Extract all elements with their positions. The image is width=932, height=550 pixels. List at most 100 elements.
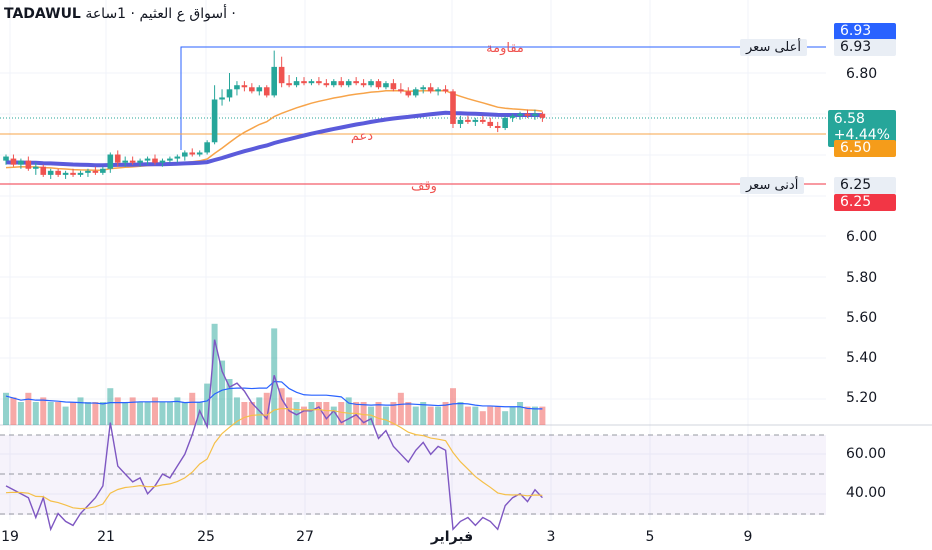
candle-body: [211, 99, 218, 143]
volume-bar: [122, 402, 129, 425]
candle-body: [316, 81, 322, 84]
volume-bar: [531, 406, 538, 425]
candle-body: [494, 125, 501, 129]
candle-body: [70, 172, 76, 175]
candle-body: [331, 81, 337, 86]
rsi-tick: 60.00: [846, 446, 887, 462]
candle-body: [92, 170, 99, 173]
candle-body: [256, 87, 263, 92]
volume-bar: [248, 402, 255, 425]
volume-bar: [62, 406, 69, 425]
volume-bar: [308, 402, 315, 425]
rsi-tick: 40.00: [846, 485, 887, 501]
volume-bar: [55, 402, 62, 425]
candle-body: [398, 89, 404, 92]
candle-body: [427, 87, 434, 92]
ma-orange-line: [5, 89, 543, 171]
candle-body: [375, 81, 382, 88]
volume-bar: [293, 402, 300, 425]
candle-body: [204, 142, 210, 153]
candle-body: [472, 119, 479, 122]
low-price-tag-red: 6.25: [834, 194, 896, 211]
volume-bar: [77, 397, 84, 425]
volume-bar: [315, 402, 322, 425]
candle-body: [144, 158, 151, 161]
volume-bar: [412, 406, 419, 425]
volume-bar: [219, 360, 226, 425]
candle-body: [137, 160, 143, 163]
candle-body: [271, 66, 277, 96]
volume-bar: [144, 402, 151, 425]
chart-title: TADAWUL أسواق ع العثيم · 1ساعة ·: [4, 6, 236, 22]
volume-bar: [420, 402, 427, 425]
candle-body: [368, 81, 374, 86]
candle-body: [442, 89, 449, 92]
x-tick: 25: [197, 529, 215, 545]
volume-bar: [301, 406, 307, 425]
subtitle: أسواق ع العثيم · 1ساعة ·: [85, 6, 236, 22]
x-tick: 27: [296, 529, 314, 545]
volume-bar: [159, 402, 166, 425]
volume-bar: [226, 379, 233, 425]
x-tick: فبراير: [430, 529, 474, 545]
candle-body: [345, 81, 352, 86]
volume-bar: [129, 397, 136, 425]
volume-bar: [464, 406, 471, 425]
candle-body: [278, 66, 285, 84]
x-tick: 9: [743, 529, 753, 545]
candle-body: [405, 91, 412, 96]
price-tick: 5.40: [846, 350, 878, 366]
top-price-tag: 6.93: [834, 23, 896, 40]
candle-body: [263, 87, 270, 96]
candle-body: [189, 152, 196, 155]
candle-body: [18, 160, 24, 165]
volume-bar: [278, 388, 285, 425]
volume-bar: [166, 402, 173, 425]
volume-bar: [99, 402, 106, 425]
candle-body: [465, 119, 471, 122]
volume-bar: [375, 402, 382, 425]
candle-body: [480, 119, 486, 122]
low-level-label: أدنى سعر: [746, 178, 799, 193]
support-price-tag: 6.50: [834, 140, 896, 157]
volume-bar: [92, 402, 99, 425]
volume-bar: [479, 411, 486, 425]
candle-body: [539, 113, 546, 118]
high-level-tag: أعلى سعر: [740, 39, 807, 56]
candle-body: [129, 160, 136, 163]
volume-bar: [338, 402, 345, 425]
volume-bar: [241, 402, 248, 425]
price-tick: 6.00: [846, 229, 878, 245]
candle-body: [77, 172, 84, 175]
candle-body: [219, 97, 225, 100]
candle-body: [502, 117, 508, 129]
candle-body: [293, 81, 300, 86]
volume-bar: [509, 406, 516, 425]
candle-body: [3, 156, 9, 161]
price-tick: 5.20: [846, 390, 878, 406]
support-label: دعم: [351, 129, 373, 144]
candle-body: [40, 166, 47, 175]
volume-bar: [397, 392, 404, 425]
volume-bar: [450, 388, 456, 425]
volume-bar: [435, 406, 442, 425]
candle-body: [234, 85, 240, 90]
candle-body: [25, 160, 32, 169]
x-tick: 5: [645, 529, 655, 545]
volume-bar: [137, 402, 144, 425]
low-level-tag: أدنى سعر: [740, 177, 805, 194]
candle-body: [383, 83, 389, 88]
volume-bar: [382, 406, 389, 425]
price-tick: 5.60: [846, 310, 878, 326]
candle-body: [85, 170, 91, 173]
volume-bar: [196, 402, 203, 425]
symbol: TADAWUL: [4, 6, 81, 22]
candle-body: [226, 89, 233, 98]
candle-body: [62, 172, 69, 175]
candle-body: [167, 158, 173, 161]
candle-body: [420, 87, 426, 90]
rsi-band: [0, 435, 826, 515]
rsi-line: [5, 339, 543, 532]
candle-body: [308, 81, 315, 84]
